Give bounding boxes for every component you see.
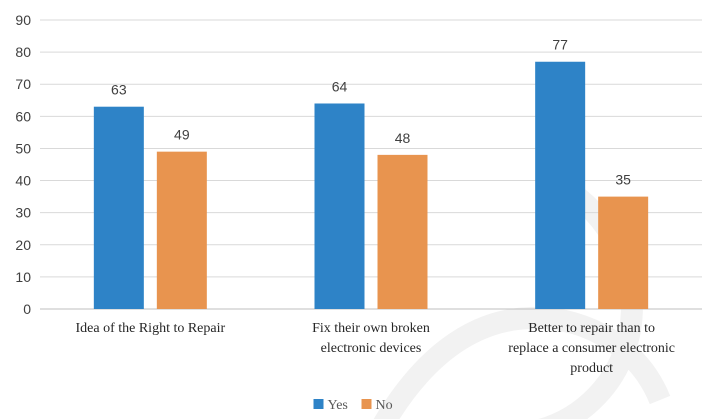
y-tick-label: 70 bbox=[15, 76, 31, 92]
data-label: 63 bbox=[111, 82, 127, 98]
category-label: Fix their own broken bbox=[312, 321, 430, 336]
category-label: Idea of the Right to Repair bbox=[75, 321, 225, 336]
legend-label-no: No bbox=[376, 398, 393, 413]
bar-yes bbox=[93, 106, 144, 309]
data-label: 64 bbox=[332, 78, 348, 94]
category-label: Better to repair than to bbox=[528, 321, 655, 336]
bars bbox=[93, 61, 649, 309]
y-tick-label: 40 bbox=[15, 173, 31, 189]
y-tick-label: 90 bbox=[15, 12, 31, 28]
category-label: replace a consumer electronic bbox=[508, 341, 675, 356]
bar-no bbox=[156, 151, 207, 309]
bar-no bbox=[377, 154, 428, 309]
y-tick-label: 30 bbox=[15, 205, 31, 221]
y-tick-label: 10 bbox=[15, 269, 31, 285]
bar-no bbox=[598, 196, 649, 309]
y-tick-label: 50 bbox=[15, 140, 31, 156]
data-label: 35 bbox=[615, 172, 631, 188]
category-label: product bbox=[570, 361, 613, 376]
bar-yes bbox=[314, 103, 365, 309]
category-labels: Idea of the Right to Repair Fix their own… bbox=[75, 321, 675, 376]
y-tick-label: 0 bbox=[23, 301, 31, 317]
category-label: electronic devices bbox=[321, 341, 422, 356]
data-label: 49 bbox=[174, 127, 190, 143]
y-tick-label: 20 bbox=[15, 237, 31, 253]
data-label: 77 bbox=[552, 37, 568, 53]
legend-swatch-yes bbox=[313, 399, 324, 409]
y-axis-tick-labels: 0 10 20 30 40 50 60 70 80 90 bbox=[15, 12, 31, 317]
bar-yes bbox=[535, 61, 586, 309]
gridlines bbox=[40, 19, 702, 310]
data-label: 48 bbox=[395, 130, 411, 146]
y-tick-label: 60 bbox=[15, 108, 31, 124]
data-labels: 63 49 64 48 77 35 bbox=[111, 37, 631, 188]
legend-label-yes: Yes bbox=[328, 398, 348, 413]
legend: Yes No bbox=[313, 398, 393, 413]
y-tick-label: 80 bbox=[15, 44, 31, 60]
legend-swatch-no bbox=[361, 399, 372, 409]
